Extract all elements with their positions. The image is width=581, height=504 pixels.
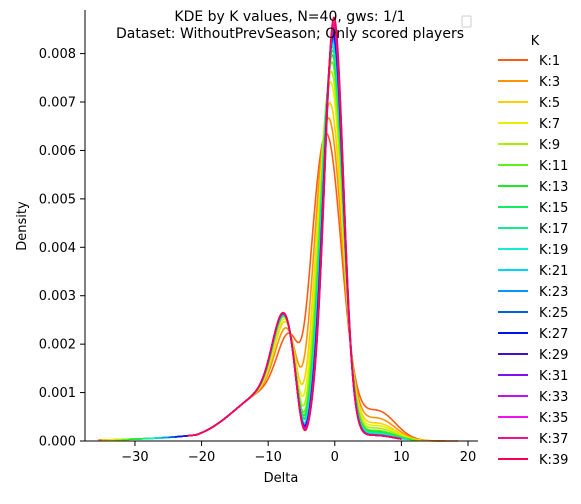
legend-label: K:31 [539,369,568,384]
legend: K K:1 K:3 K:5 K:7 K:9 K:11 K:13 K:15 K:17 K:19 K:2… [498,34,568,468]
y-ticks: 0.000 0.001 0.002 0.003 0.004 0.005 0.006 0.007… [39,47,85,450]
series-line-k-11 [121,61,415,441]
legend-label: K:35 [539,411,568,426]
x-tick-label: −20 [188,450,215,465]
y-tick-label: 0.006 [39,144,76,159]
series-line-k-27 [174,33,402,440]
chart-title-line-2: Dataset: WithoutPrevSeason; Only scored … [116,26,464,42]
legend-label: K:9 [539,138,560,153]
legend-label: K:13 [539,180,568,195]
legend-label: K:39 [539,453,568,468]
y-axis-label: Density [15,201,30,251]
y-tick-label: 0.002 [39,338,76,353]
legend-label: K:25 [539,306,568,321]
legend-label: K:33 [539,390,568,405]
x-tick-label: 0 [331,450,339,465]
x-ticks: −30 −20 −10 0 10 20 [121,441,476,465]
series-line-k-37 [188,21,402,440]
x-tick-label: 10 [393,450,410,465]
x-tick-label: −30 [121,450,148,465]
series-line-k-7 [108,81,422,442]
series-line-k-31 [188,28,402,440]
legend-label: K:1 [539,54,560,69]
series-line-k-35 [188,23,402,440]
legend-label: K:5 [539,96,560,111]
x-tick-label: 20 [460,450,477,465]
legend-title: K [531,34,540,49]
legend-label: K:37 [539,432,568,447]
legend-label: K:11 [539,159,568,174]
legend-label: K:3 [539,75,560,90]
series-line-k-21 [154,40,405,440]
series-line-k-13 [128,54,412,441]
series-line-k-29 [181,30,402,440]
y-tick-label: 0.004 [39,241,76,256]
series-line-k-17 [141,45,409,441]
empty-legend-box [461,15,472,28]
series-line-k-1 [98,132,459,442]
y-tick-label: 0.000 [39,435,76,450]
series-line-k-33 [188,25,402,440]
y-tick-label: 0.001 [39,386,76,401]
legend-label: K:29 [539,348,568,363]
x-tick-label: −10 [254,450,281,465]
legend-label: K:21 [539,264,568,279]
series-line-k-9 [114,70,419,441]
series-line-k-5 [101,102,429,442]
series-layer [98,16,459,442]
series-line-k-15 [134,49,409,441]
legend-label: K:19 [539,243,568,258]
legend-label: K:23 [539,285,568,300]
series-line-k-25 [168,35,402,440]
x-axis-label: Delta [264,471,299,486]
legend-label: K:7 [539,117,560,132]
y-tick-label: 0.003 [39,289,76,304]
series-line-k-3 [98,117,442,442]
legend-label: K:17 [539,222,568,237]
chart-title-line-1: KDE by K values, N=40, gws: 1/1 [174,9,405,25]
axes-layer [84,10,478,442]
legend-label: K:15 [539,201,568,216]
y-tick-label: 0.008 [39,47,76,62]
y-tick-label: 0.007 [39,96,76,111]
series-line-k-19 [148,42,405,440]
series-line-k-39 [188,16,402,440]
legend-label: K:27 [539,327,568,342]
y-tick-label: 0.005 [39,192,76,207]
series-line-k-23 [161,37,402,440]
